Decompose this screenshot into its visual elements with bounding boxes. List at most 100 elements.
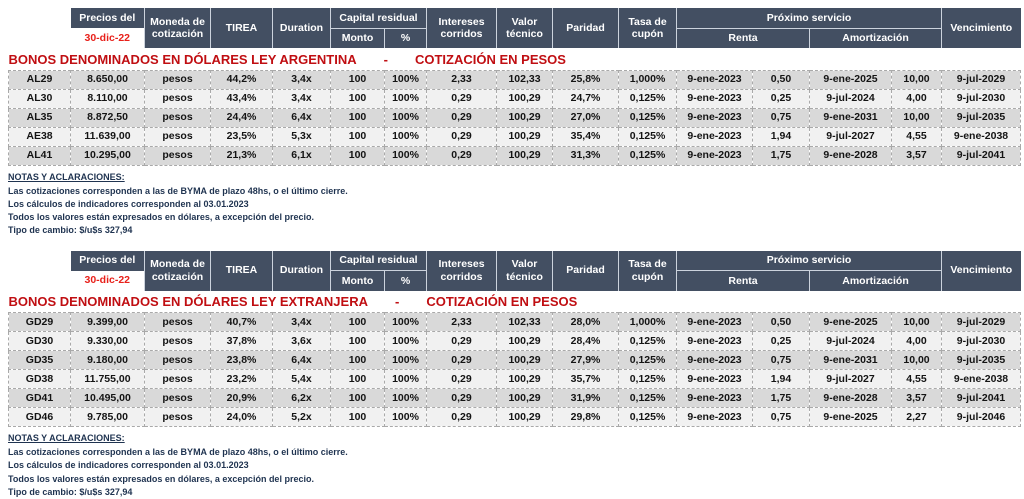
cell-ticker: AE38 [8,126,71,147]
notes-heading: NOTAS Y ACLARACIONES: [8,433,125,444]
cell-amortizacion-valor: 4,55 [891,126,943,147]
cell-intereses-corridos: 2,33 [426,69,498,90]
cell-valor-tecnico: 102,33 [496,69,554,90]
cell-moneda: pesos [144,388,211,409]
table-row: AL29 8.650,00 pesos 44,2% 3,4x 100 100% … [8,69,1022,90]
cell-moneda: pesos [144,331,211,352]
table-row: GD35 9.180,00 pesos 23,8% 6,4x 100 100% … [8,350,1022,371]
cell-duration: 5,4x [272,369,331,390]
cell-renta-fecha: 9-ene-2023 [676,369,754,390]
cell-ticker: AL35 [8,107,71,128]
cell-capital-pct: 100% [383,350,428,371]
cell-paridad: 31,9% [552,388,620,409]
col-header-paridad: Paridad [552,250,619,291]
notes-line: Las cotizaciones corresponden a las de B… [8,185,348,196]
title-separator: - [383,51,388,67]
cell-moneda: pesos [144,407,211,428]
cell-amortizacion-fecha: 9-ene-2028 [809,388,893,409]
cell-moneda: pesos [144,69,211,90]
cell-ticker: GD29 [8,312,71,333]
cell-renta-valor: 1,94 [752,126,811,147]
bonds-table: Precios del Moneda de cotización TIREA D… [8,8,1022,166]
cell-valor-tecnico: 100,29 [496,369,554,390]
table-row: GD29 9.399,00 pesos 40,7% 3,4x 100 100% … [8,312,1022,333]
cell-precio: 8.872,50 [70,107,145,128]
cell-duration: 3,4x [272,69,331,90]
bonds-table-ley-argentina: Precios del Moneda de cotización TIREA D… [8,8,1024,238]
cell-capital-pct: 100% [383,88,428,109]
price-date-cell: 30-dic-22 [70,270,145,291]
cell-ticker: AL41 [8,145,71,166]
cell-precio: 9.330,00 [70,331,145,352]
cell-capital-pct: 100% [383,369,428,390]
cell-intereses-corridos: 0,29 [426,331,498,352]
notes-line: Tipo de cambio: $/u$s 327,94 [8,225,133,236]
cell-capital-monto: 100 [330,369,385,390]
cell-amortizacion-fecha: 9-jul-2024 [809,88,893,109]
cell-precio: 11.755,00 [70,369,145,390]
price-date-cell: 30-dic-22 [70,28,145,48]
table-row: AL35 8.872,50 pesos 24,4% 6,4x 100 100% … [8,107,1022,128]
cell-amortizacion-valor: 10,00 [891,312,943,333]
cell-valor-tecnico: 100,29 [496,331,554,352]
cell-tasa-cupon: 1,000% [618,69,678,90]
cell-amortizacion-fecha: 9-jul-2024 [809,331,893,352]
cell-tasa-cupon: 0,125% [618,350,678,371]
cell-precio: 9.399,00 [70,312,145,333]
col-header-intereses-corridos: Intereses corridos [426,8,497,48]
cell-precio: 11.639,00 [70,126,145,147]
cell-tasa-cupon: 0,125% [618,126,678,147]
cell-renta-valor: 0,50 [752,69,811,90]
cell-capital-monto: 100 [330,69,385,90]
cell-duration: 6,1x [272,145,331,166]
cell-renta-valor: 0,75 [752,107,811,128]
cell-vencimiento: 9-jul-2035 [941,107,1022,128]
cell-paridad: 27,0% [552,107,620,128]
corner-blank [8,250,71,291]
cell-vencimiento: 9-jul-2041 [941,388,1022,409]
cell-intereses-corridos: 0,29 [426,88,498,109]
cell-renta-valor: 0,75 [752,407,811,428]
cell-tirea: 40,7% [210,312,273,333]
cell-tirea: 23,5% [210,126,273,147]
cell-vencimiento: 9-ene-2038 [941,369,1022,390]
section-title-row: BONOS DENOMINADOS EN DÓLARES LEY EXTRANJ… [8,290,1021,313]
cell-moneda: pesos [144,369,211,390]
cell-amortizacion-valor: 4,00 [891,331,943,352]
col-header-vencimiento: Vencimiento [941,250,1021,291]
cell-ticker: GD46 [8,407,71,428]
cell-renta-valor: 1,75 [752,145,811,166]
cell-duration: 6,4x [272,350,331,371]
cell-intereses-corridos: 0,29 [426,107,498,128]
section-title-row: BONOS DENOMINADOS EN DÓLARES LEY ARGENTI… [8,48,1021,70]
cell-amortizacion-fecha: 9-ene-2031 [809,107,893,128]
cell-amortizacion-fecha: 9-ene-2031 [809,350,893,371]
col-header-capital-residual: Capital residual [329,250,427,271]
cell-precio: 8.110,00 [70,88,145,109]
cell-capital-monto: 100 [330,388,385,409]
col-header-proximo-servicio: Próximo servicio [676,8,942,28]
notes-block: NOTAS Y ACLARACIONES: Las cotizaciones c… [8,432,1024,499]
section-subtitle-text: COTIZACIÓN EN PESOS [426,294,578,310]
cell-amortizacion-valor: 10,00 [891,69,943,90]
col-header-pct: % [383,27,427,48]
cell-valor-tecnico: 100,29 [496,88,554,109]
cell-vencimiento: 9-jul-2030 [941,331,1022,352]
title-separator: - [394,294,400,310]
cell-intereses-corridos: 0,29 [426,350,498,371]
cell-renta-fecha: 9-ene-2023 [676,88,754,109]
table-row: AE38 11.639,00 pesos 23,5% 5,3x 100 100%… [8,126,1022,147]
cell-tasa-cupon: 0,125% [618,145,678,166]
cell-renta-fecha: 9-ene-2023 [676,312,754,333]
cell-capital-monto: 100 [330,145,385,166]
col-header-tirea: TIREA [210,250,273,291]
cell-paridad: 35,7% [552,369,620,390]
col-header-duration: Duration [272,250,331,291]
col-header-precios-del: Precios del [70,250,145,271]
cell-tirea: 43,4% [210,88,273,109]
col-header-capital-residual: Capital residual [329,8,427,28]
cell-tirea: 44,2% [210,69,273,90]
cell-tasa-cupon: 0,125% [618,88,678,109]
cell-tasa-cupon: 0,125% [618,369,678,390]
cell-capital-monto: 100 [330,107,385,128]
